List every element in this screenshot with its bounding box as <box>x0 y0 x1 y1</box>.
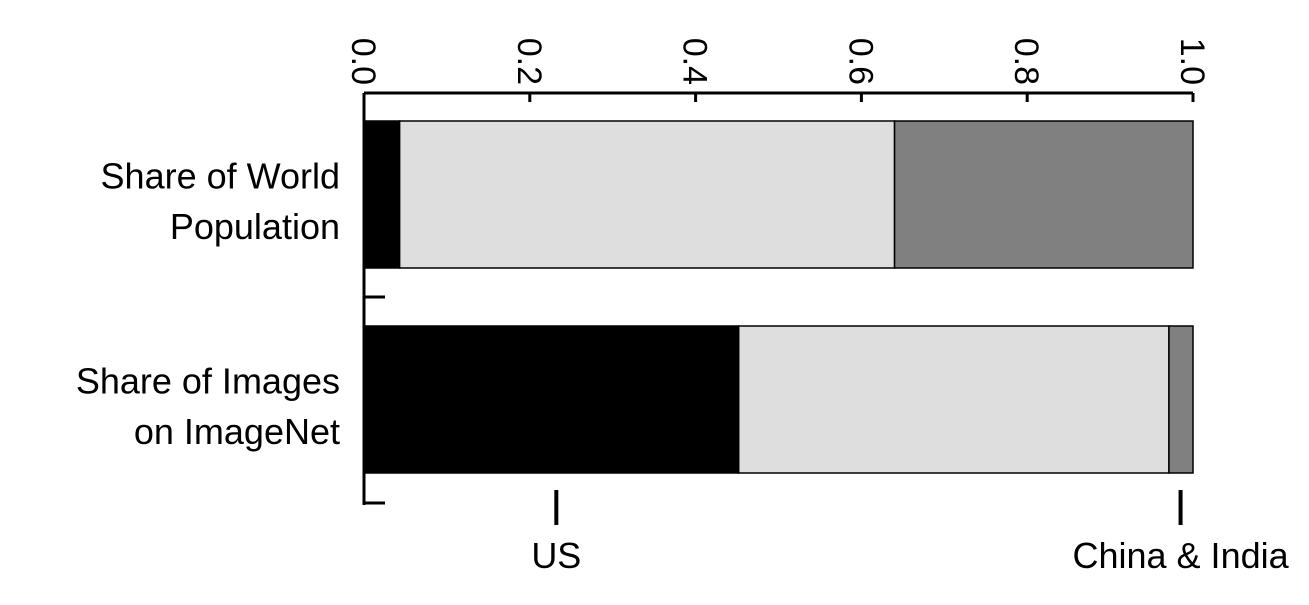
labels-layer: Share of World Population Share of Images o… <box>76 156 340 452</box>
x-tick-label: 0.2 <box>510 38 548 85</box>
category-label-line: Share of Images <box>76 361 340 402</box>
x-tick-label: 0.4 <box>676 38 714 85</box>
bars-layer <box>363 120 1194 474</box>
axis-layer: 0.0 0.2 0.4 0.6 0.8 1.0 <box>344 38 1211 505</box>
category-label-line: on ImageNet <box>134 411 340 452</box>
bar-segment <box>1168 325 1194 474</box>
category-label-line: Population <box>170 206 340 247</box>
bar-segment <box>737 325 1170 474</box>
category-label-line: Share of World <box>101 156 340 197</box>
annotation-label: China & India <box>1072 535 1289 576</box>
x-tick-label: 0.0 <box>344 38 382 85</box>
bar-segment <box>893 120 1194 269</box>
x-tick-label: 0.8 <box>1007 38 1045 85</box>
annotation-label: US <box>531 535 581 576</box>
x-tick-label: 1.0 <box>1173 38 1211 85</box>
x-tick-label: 0.6 <box>841 38 879 85</box>
category-label: Share of Images on ImageNet <box>76 361 340 452</box>
annotation-layer: US China & India <box>531 490 1290 576</box>
category-label: Share of World Population <box>101 156 340 247</box>
bar-segment <box>398 120 896 269</box>
bar-segment <box>363 120 401 269</box>
bar-segment <box>363 325 740 474</box>
